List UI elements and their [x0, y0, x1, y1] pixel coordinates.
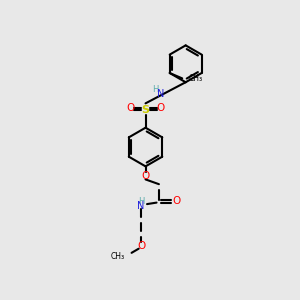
Text: O: O — [137, 241, 145, 251]
Text: O: O — [172, 196, 180, 206]
Text: H: H — [138, 196, 144, 206]
Text: N: N — [137, 201, 145, 211]
Text: CH₃: CH₃ — [111, 252, 125, 261]
Text: H: H — [152, 85, 158, 94]
Text: O: O — [141, 171, 150, 181]
Text: O: O — [157, 103, 165, 113]
Text: N: N — [158, 89, 165, 99]
Text: O: O — [126, 103, 134, 113]
Text: CH₃: CH₃ — [189, 74, 203, 83]
Text: S: S — [142, 105, 149, 115]
